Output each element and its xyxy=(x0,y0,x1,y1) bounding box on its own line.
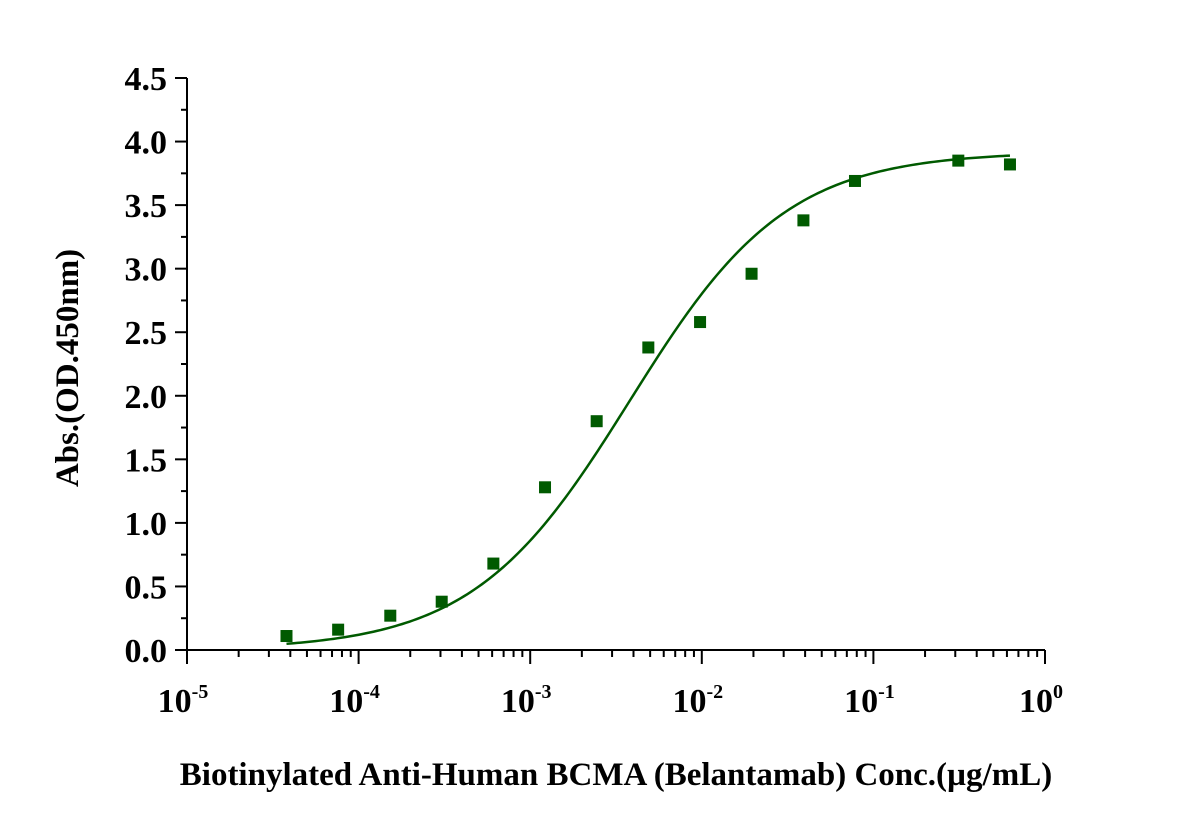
y-tick-label: 0.5 xyxy=(125,569,168,606)
data-point xyxy=(952,154,965,167)
y-tick-label: 2.0 xyxy=(125,379,168,416)
x-tick-label: 100 xyxy=(1019,681,1063,720)
data-point xyxy=(435,595,448,608)
data-point xyxy=(642,341,655,354)
data-point xyxy=(1003,158,1016,171)
x-tick-label: 10-4 xyxy=(329,681,380,720)
x-tick-label: 10-5 xyxy=(158,681,209,720)
data-point xyxy=(590,415,603,428)
fit-curve xyxy=(286,154,1011,646)
y-tick-label: 4.0 xyxy=(125,125,168,162)
x-tick-label: 10-3 xyxy=(501,681,552,720)
data-point xyxy=(694,316,707,329)
y-axis-ticks: 0.0 0.5 1.0 1.5 2.0 2.5 3.0 3.5 4.0 4.5 xyxy=(125,61,187,670)
data-point xyxy=(280,630,293,643)
y-tick-label: 2.5 xyxy=(125,315,168,352)
y-tick-label: 1.5 xyxy=(125,442,168,479)
y-axis-title: Abs.(OD.450nm) xyxy=(50,249,86,487)
data-point xyxy=(848,174,861,187)
data-point xyxy=(539,481,552,494)
y-tick-label: 4.5 xyxy=(125,61,168,98)
y-tick-label: 3.5 xyxy=(125,188,168,225)
data-point xyxy=(487,557,500,570)
data-point xyxy=(745,267,758,280)
y-tick-label: 1.0 xyxy=(125,506,168,543)
x-tick-label: 10-2 xyxy=(672,681,723,720)
data-point xyxy=(797,214,810,227)
x-axis-ticks: 10-5 10-4 10-3 10-2 10-1 100 xyxy=(158,650,1063,720)
y-tick-label: 0.0 xyxy=(125,633,168,670)
x-axis-title: Biotinylated Anti-Human BCMA (Belantamab… xyxy=(180,757,1052,793)
y-tick-label: 3.0 xyxy=(125,252,168,289)
data-points xyxy=(280,154,1016,643)
x-tick-label: 10-1 xyxy=(844,681,895,720)
data-point xyxy=(384,609,397,622)
data-point xyxy=(332,623,345,636)
